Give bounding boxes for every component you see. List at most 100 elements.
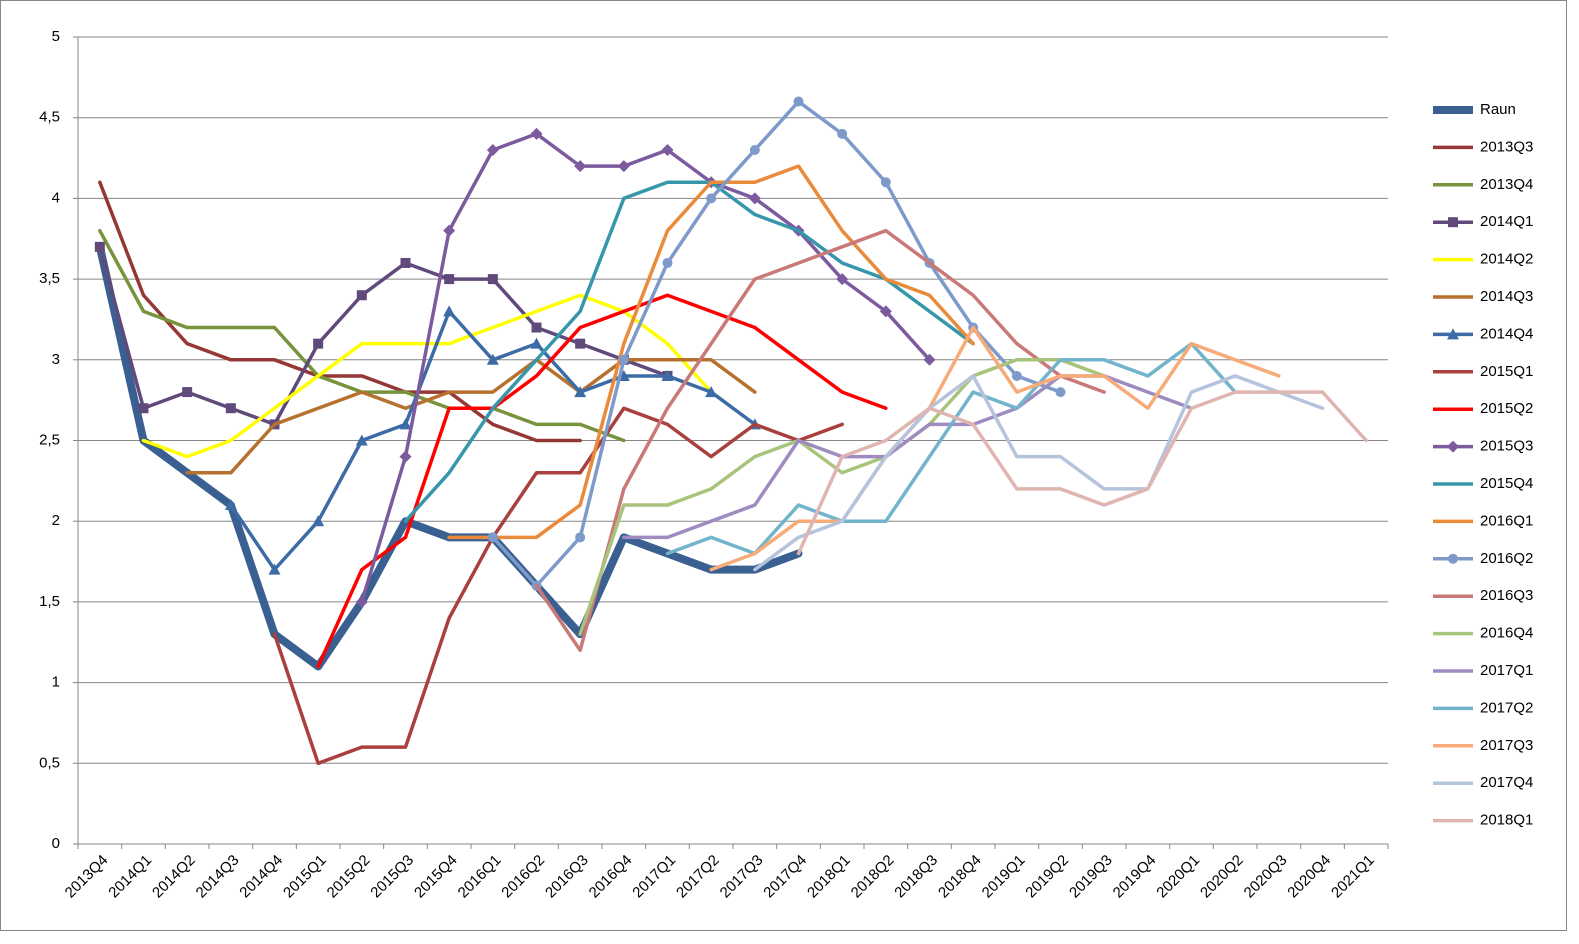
- marker: [486, 353, 499, 365]
- marker: [880, 177, 891, 188]
- series: [272, 406, 844, 766]
- marker: [749, 144, 760, 155]
- legend-label: 2016Q1: [1480, 512, 1533, 529]
- legend-label: 2014Q2: [1480, 251, 1533, 268]
- marker: [487, 274, 498, 285]
- line: [534, 228, 1106, 653]
- marker: [748, 192, 761, 205]
- marker: [618, 354, 629, 365]
- marker: [837, 128, 848, 139]
- y-tick-label: 1: [52, 674, 60, 691]
- marker: [355, 434, 368, 446]
- line: [578, 358, 1106, 636]
- marker: [793, 96, 804, 107]
- y-tick-label: 0,5: [39, 754, 60, 771]
- marker: [879, 305, 892, 318]
- legend-marker: [1447, 440, 1459, 453]
- legend-label: 2016Q4: [1480, 625, 1533, 642]
- marker: [444, 274, 455, 285]
- series: [796, 390, 1368, 556]
- marker: [486, 143, 499, 156]
- marker: [1055, 387, 1066, 398]
- marker: [313, 338, 324, 349]
- legend-label: 2013Q3: [1480, 138, 1533, 155]
- legend-marker: [1447, 328, 1459, 340]
- series: [753, 374, 1325, 572]
- marker: [443, 305, 456, 317]
- legend-label: 2015Q2: [1480, 400, 1533, 417]
- marker: [355, 595, 368, 608]
- marker: [312, 515, 325, 527]
- marker: [574, 386, 587, 398]
- legend-label: 2017Q2: [1480, 699, 1533, 716]
- marker: [356, 290, 367, 301]
- y-tick-label: 1,5: [39, 593, 60, 610]
- series: [185, 358, 757, 475]
- series: [487, 96, 1066, 591]
- marker: [661, 143, 674, 156]
- line: [796, 390, 1368, 556]
- y-tick-label: 2,5: [39, 431, 60, 448]
- marker: [225, 403, 236, 414]
- y-tick-label: 3,5: [39, 270, 60, 287]
- legend-label: 2018Q1: [1480, 812, 1533, 829]
- marker: [268, 563, 281, 575]
- line: [360, 132, 932, 604]
- y-tick-label: 4: [52, 189, 60, 206]
- marker: [182, 387, 193, 398]
- line: [185, 358, 757, 475]
- marker: [531, 322, 542, 333]
- line: [753, 374, 1325, 572]
- legend-marker: [1448, 553, 1458, 564]
- marker: [487, 532, 498, 543]
- series: [534, 228, 1106, 653]
- marker: [224, 499, 237, 511]
- legend-label: Raun: [1480, 101, 1516, 118]
- series: [98, 180, 582, 443]
- marker: [443, 224, 456, 237]
- line: [272, 406, 844, 766]
- legend-label: 2014Q4: [1480, 325, 1533, 342]
- marker: [617, 160, 630, 173]
- marker: [530, 337, 543, 349]
- series: [665, 341, 1237, 556]
- legend-label: 2014Q3: [1480, 288, 1533, 305]
- marker: [530, 127, 543, 140]
- marker: [661, 369, 674, 381]
- marker: [138, 403, 149, 414]
- series: [224, 305, 761, 575]
- marker: [706, 193, 717, 204]
- marker: [574, 160, 587, 173]
- marker: [575, 338, 586, 349]
- y-tick-label: 3: [52, 351, 60, 368]
- marker: [923, 353, 936, 366]
- legend-label: 2017Q1: [1480, 662, 1533, 679]
- line: [403, 180, 975, 523]
- series: [403, 180, 975, 523]
- legend-marker: [1448, 217, 1458, 228]
- line: [98, 180, 582, 443]
- marker: [400, 257, 411, 268]
- line: [98, 245, 670, 427]
- line: [491, 99, 1063, 588]
- marker: [575, 532, 586, 543]
- marker: [1011, 370, 1022, 381]
- line: [665, 341, 1237, 556]
- legend-label: 2015Q1: [1480, 363, 1533, 380]
- marker: [399, 450, 412, 463]
- y-tick-label: 0: [52, 835, 60, 852]
- marker: [836, 273, 849, 286]
- marker: [94, 241, 105, 252]
- series: [316, 293, 888, 669]
- legend-label: 2013Q4: [1480, 176, 1533, 193]
- legend-label: 2014Q1: [1480, 213, 1533, 230]
- legend-label: 2016Q3: [1480, 587, 1533, 604]
- legend-label: 2016Q2: [1480, 550, 1533, 567]
- y-tick-label: 2: [52, 512, 60, 529]
- series: [447, 164, 975, 540]
- legend-label: 2015Q4: [1480, 475, 1533, 492]
- legend-label: 2017Q3: [1480, 737, 1533, 754]
- legend-label: 2015Q3: [1480, 438, 1533, 455]
- y-tick-label: 4,5: [39, 109, 60, 126]
